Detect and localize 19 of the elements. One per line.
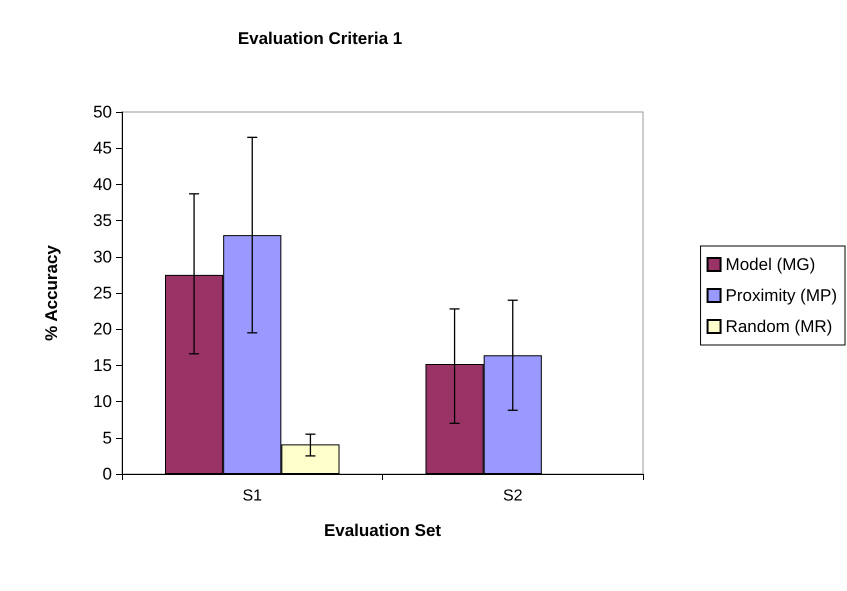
chart-title: Evaluation Criteria 1 [238, 29, 402, 48]
y-tick-label: 0 [102, 464, 112, 484]
y-tick-label: 10 [93, 392, 112, 412]
x-tick-label: S2 [502, 488, 523, 504]
y-tick-label: 15 [93, 356, 112, 375]
y-tick-label: 20 [93, 320, 112, 339]
x-tick-label: S1 [242, 488, 262, 504]
y-tick-label: 40 [93, 174, 112, 194]
x-axis-title: Evaluation Set [324, 521, 442, 540]
y-axis-title: % Accuracy [42, 244, 61, 341]
legend-label: Proximity (MP) [726, 286, 838, 305]
legend-label: Model (MG) [726, 255, 816, 274]
y-tick-label: 25 [93, 284, 112, 302]
legend-label: Random (MR) [726, 317, 832, 336]
y-tick-label: 35 [93, 211, 112, 230]
y-tick-label: 30 [93, 247, 112, 266]
y-tick-label: 45 [93, 138, 112, 158]
y-tick-label: 5 [102, 428, 112, 448]
y-tick-label: 50 [93, 102, 112, 122]
